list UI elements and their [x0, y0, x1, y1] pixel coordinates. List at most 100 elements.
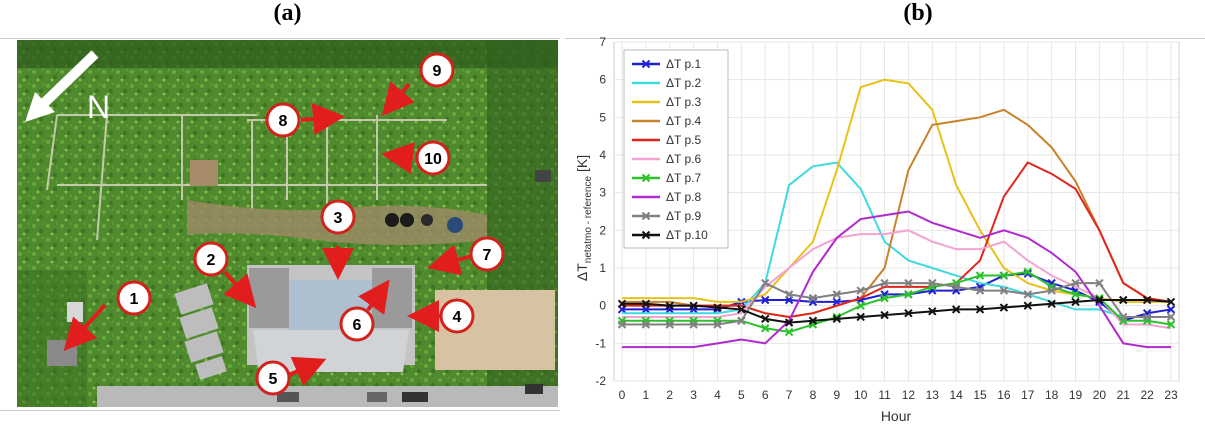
y-axis-label-sub: netatmo - reference: [583, 176, 594, 264]
data-point: [904, 290, 913, 299]
marker-2: 2: [193, 241, 229, 277]
data-point: [928, 278, 937, 288]
x-tick-label: 8: [810, 388, 817, 402]
data-point: [1166, 320, 1176, 329]
series-8: [622, 210, 1171, 349]
legend: ΔT p.1 ΔT p.2 ΔT p.3 ΔT p.4 ΔT p.5 ΔT p.6 ΔT p…: [623, 49, 729, 249]
data-point: [761, 314, 770, 324]
series-line: [622, 161, 1172, 318]
panel-a-label: (a): [273, 0, 302, 26]
marker-9: 9: [419, 52, 455, 88]
road: [97, 386, 558, 407]
data-point: [904, 308, 913, 318]
marker-label: 4: [453, 309, 462, 326]
data-point: [999, 286, 1009, 295]
series-lines: [617, 78, 1176, 349]
data-point: [999, 271, 1009, 280]
data-point: [975, 271, 985, 280]
marker-label: 9: [433, 63, 442, 80]
x-tick-label: 9: [833, 388, 840, 402]
series-line: [622, 229, 1172, 330]
x-tick-label: 21: [1117, 388, 1131, 402]
marker-3: 3: [320, 199, 356, 235]
x-tick-label: 13: [926, 388, 940, 402]
marker-5: 5: [255, 360, 291, 396]
legend-item: ΔT p.7: [632, 171, 701, 185]
data-point: [951, 282, 961, 292]
x-tick-labels: 0 1 2 3 4 5 6 7 8 9 10 11 12 13 14 15 16 17 18 19 20 21 22 23: [619, 388, 1178, 402]
data-point: [761, 278, 770, 288]
data-point: [880, 310, 889, 320]
data-point: [832, 290, 842, 299]
panel-b-label: (b): [903, 0, 933, 26]
tank-2: [400, 213, 414, 227]
marker-circle: [116, 280, 152, 316]
shed-1: [174, 283, 214, 315]
north-arrow: N: [25, 50, 110, 125]
y-tick-label: 1: [599, 261, 606, 275]
shed-3: [184, 331, 224, 363]
x-tick-label: 19: [1069, 388, 1083, 402]
x-tick-label: 16: [997, 388, 1011, 402]
data-point: [856, 301, 865, 310]
data-point: [1023, 267, 1032, 276]
data-point: [641, 320, 651, 329]
data-point: [761, 324, 770, 333]
x-tick-label: 6: [762, 388, 769, 402]
marker-label: 6: [353, 317, 362, 334]
legend-marker: [641, 211, 651, 221]
data-point: [975, 286, 985, 295]
data-point: [1166, 312, 1176, 322]
data-point: [784, 327, 794, 337]
series-line: [622, 161, 1171, 318]
data-point: [1166, 305, 1176, 314]
data-point: [880, 278, 889, 288]
small-box: [67, 302, 83, 322]
y-axis-label-main: ΔT: [574, 263, 590, 281]
marker-circle: [415, 140, 451, 176]
legend-marker: [641, 230, 651, 240]
marker-label: 10: [424, 151, 442, 168]
data-point: [1047, 299, 1056, 308]
series-10: [617, 295, 1176, 327]
y-tick-label: 6: [599, 73, 606, 87]
tank-3: [421, 214, 433, 226]
x-tick-label: 4: [714, 388, 721, 402]
y-tick-label: -1: [595, 336, 606, 350]
top-rule-left: [0, 38, 560, 39]
data-point: [1142, 312, 1152, 322]
top-rule-right: [565, 38, 1205, 39]
data-point: [761, 295, 770, 305]
arrow-1: [63, 303, 107, 351]
data-point: [880, 293, 889, 303]
series-line: [622, 272, 1172, 322]
legend-label: ΔT p.1: [666, 57, 701, 71]
y-tick-label: 4: [599, 148, 606, 162]
legend-item: ΔT p.9: [632, 209, 701, 223]
data-point: [617, 320, 627, 329]
legend-item: ΔT p.3: [632, 95, 701, 109]
series-9: [617, 278, 1176, 329]
data-point: [928, 307, 937, 316]
marker-circle: [255, 360, 291, 396]
y-tick-label: 2: [599, 223, 606, 237]
marker-label: 2: [207, 252, 216, 269]
building-wing-left: [249, 268, 289, 328]
legend-label: ΔT p.6: [666, 152, 701, 166]
data-point: [689, 301, 698, 310]
north-arrow-shaft: [35, 50, 99, 112]
marker-label: 5: [269, 371, 278, 388]
x-tick-label: 5: [738, 388, 745, 402]
x-tick-label: 18: [1045, 388, 1059, 402]
car-4: [525, 384, 543, 394]
legend-item: ΔT p.10: [632, 228, 708, 242]
x-tick-label: 12: [902, 388, 916, 402]
marker-8: 8: [265, 102, 301, 138]
data-point: [856, 286, 865, 295]
y-tick-labels: -2 -1 0 1 2 3 4 5 6 7: [595, 35, 606, 388]
car-3: [402, 392, 428, 402]
marker-circle: [320, 199, 356, 235]
data-point: [808, 293, 818, 303]
marker-label: 3: [334, 210, 343, 227]
legend-marker: [641, 59, 651, 69]
